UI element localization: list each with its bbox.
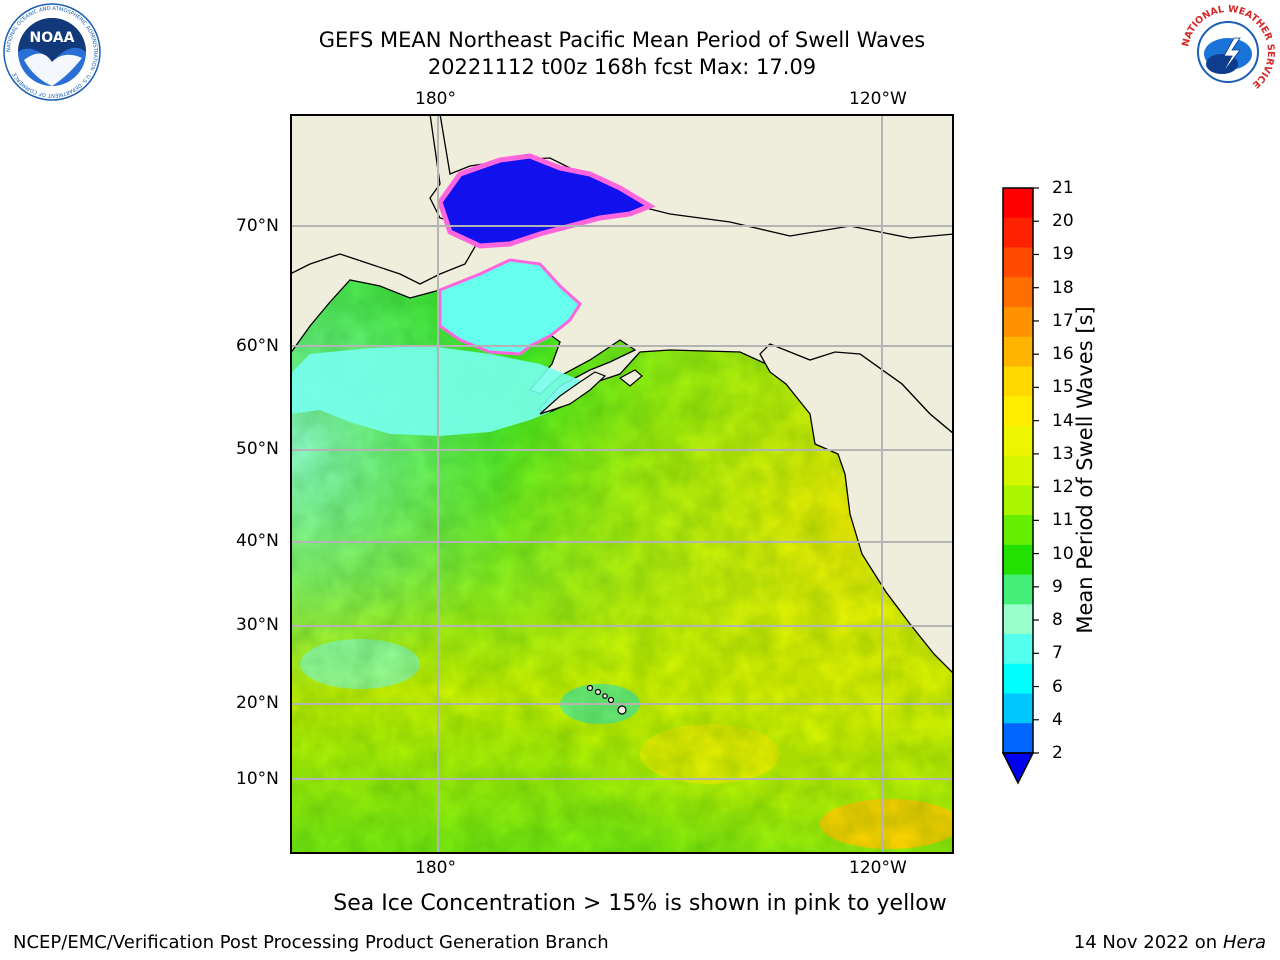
map-frame	[289, 113, 960, 854]
colorbar-tick-label: 4	[1052, 709, 1063, 730]
hawaiian-islands	[586, 684, 627, 715]
arctic-swell-region	[437, 153, 656, 249]
footer-date: 14 Nov 2022 on Hera	[1074, 932, 1266, 953]
sea-ice-note: Sea Ice Concentration > 15% is shown in …	[333, 891, 947, 916]
colorbar-segment	[1003, 247, 1033, 278]
colorbar-segment	[1003, 336, 1033, 367]
colorbar-ticks: 21 20 19 18 17 16 15 14 13 12 11 10 9 8 7 6 4 2	[1052, 178, 1112, 778]
colorbar-tick-label: 13	[1052, 443, 1074, 464]
colorbar	[1000, 186, 1040, 786]
lon-label-bottom-120w: 120°W	[849, 858, 907, 878]
colorbar-segment	[1003, 693, 1033, 724]
colorbar-tick-label: 16	[1052, 344, 1074, 365]
footer-host: Hera	[1222, 932, 1266, 953]
colorbar-tick-label: 10	[1052, 543, 1074, 564]
colorbar-tick-label: 9	[1052, 576, 1063, 597]
swell-period-map	[289, 113, 960, 854]
lat-label-60n: 60°N	[236, 336, 279, 356]
noaa-center-text: NOAA	[30, 30, 75, 46]
colorbar-outline	[1002, 187, 1034, 754]
colorbar-segment	[1003, 396, 1033, 427]
colorbar-tick-label: 18	[1052, 277, 1074, 298]
colorbar-tick-label: 12	[1052, 477, 1074, 498]
colorbar-segment	[1003, 604, 1033, 635]
colorbar-segment	[1003, 306, 1033, 338]
colorbar-segment	[1003, 574, 1033, 605]
colorbar-segment	[1003, 634, 1033, 665]
colorbar-tick-label: 17	[1052, 310, 1074, 331]
lon-label-bottom-180: 180°	[415, 858, 456, 878]
colorbar-tick-label: 19	[1052, 244, 1074, 265]
colorbar-label: Mean Period of Swell Waves [s]	[1073, 306, 1097, 634]
noaa-logo: NATIONAL OCEANIC AND ATMOSPHERIC ADMINIS…	[2, 2, 102, 102]
kodiak-island	[618, 369, 643, 387]
map-title: GEFS MEAN Northeast Pacific Mean Period …	[318, 28, 926, 52]
land-western-north-america	[759, 114, 955, 676]
colorbar-segment	[1003, 544, 1033, 576]
land-chukotka	[289, 113, 481, 285]
colorbar-segment	[1003, 425, 1033, 457]
colorbar-segment	[1003, 217, 1033, 248]
map-border	[290, 114, 954, 854]
colorbar-scale	[1001, 187, 1039, 785]
map-subtitle: 20221112 t00z 168h fcst Max: 17.09	[427, 55, 817, 79]
colorbar-tick-label: 7	[1052, 643, 1063, 664]
colorbar-tick-label: 8	[1052, 610, 1063, 631]
footer-date-text: 14 Nov 2022 on	[1073, 932, 1218, 953]
colorbar-tick-label: 14	[1052, 410, 1074, 431]
colorbar-tick-label: 21	[1052, 178, 1074, 198]
bering-strait-region	[438, 258, 582, 356]
lon-label-top-120w: 120°W	[849, 89, 907, 109]
lat-label-10n: 10°N	[236, 769, 279, 789]
colorbar-tick-label: 2	[1052, 743, 1063, 763]
colorbar-segment	[1003, 515, 1033, 546]
nws-logo: NATIONAL WEATHER SERVICE	[1178, 2, 1278, 102]
colorbar-extend-arrow	[1001, 752, 1035, 785]
bering-sea-region	[290, 346, 590, 436]
colorbar-segment	[1003, 366, 1033, 397]
lat-label-40n: 40°N	[236, 531, 279, 551]
colorbar-segment	[1003, 277, 1033, 308]
lon-label-top-180: 180°	[415, 89, 456, 109]
colorbar-segment	[1003, 663, 1033, 695]
footer-credit: NCEP/EMC/Verification Post Processing Pr…	[13, 932, 609, 953]
graticule	[290, 114, 954, 854]
alaska-peninsula	[539, 371, 607, 415]
colorbar-segment	[1003, 188, 1033, 219]
colorbar-segment	[1003, 455, 1033, 486]
colorbar-tick-label: 11	[1052, 510, 1074, 531]
lat-label-30n: 30°N	[236, 615, 279, 635]
lat-label-20n: 20°N	[236, 693, 279, 713]
colorbar-tick-label: 20	[1052, 211, 1074, 232]
lat-label-50n: 50°N	[236, 439, 279, 459]
colorbar-segment	[1003, 485, 1033, 516]
lat-label-70n: 70°N	[236, 216, 279, 236]
colorbar-tick-label: 15	[1052, 377, 1074, 398]
colorbar-segment	[1003, 723, 1033, 754]
colorbar-tick-label: 6	[1052, 676, 1063, 697]
